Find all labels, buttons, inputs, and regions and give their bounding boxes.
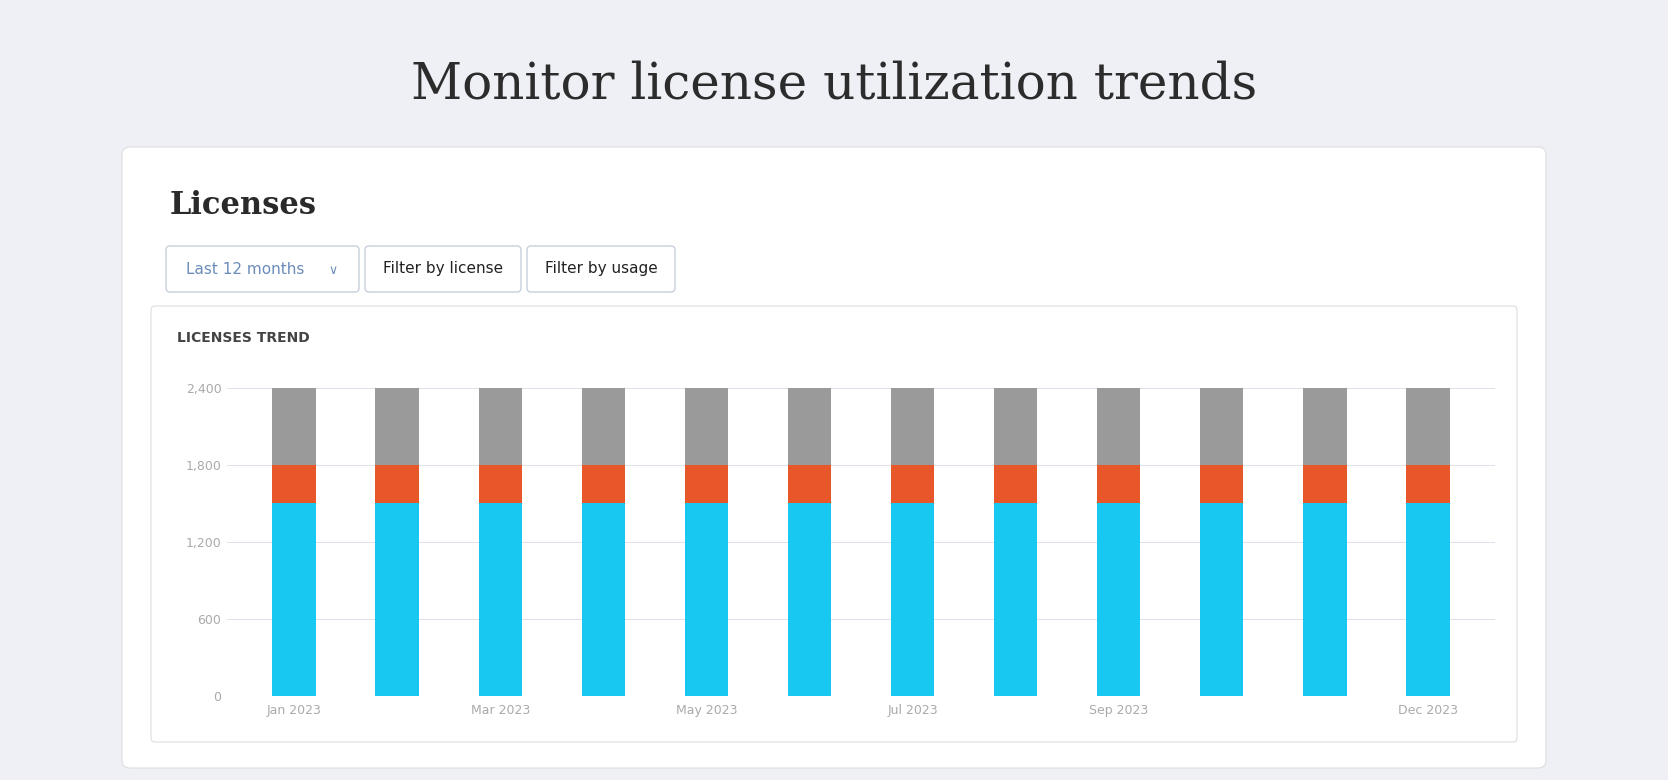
Bar [686, 388, 727, 465]
Bar [1098, 388, 1141, 465]
FancyBboxPatch shape [152, 306, 1516, 742]
Text: Last 12 months: Last 12 months [185, 261, 304, 276]
Bar [272, 503, 315, 696]
Bar [1201, 465, 1243, 503]
Bar [1201, 503, 1243, 696]
Bar [787, 388, 831, 465]
Bar [994, 503, 1037, 696]
Bar [1303, 465, 1346, 503]
Bar [582, 503, 626, 696]
Bar [272, 465, 315, 503]
Bar [787, 465, 831, 503]
Bar [891, 503, 934, 696]
Bar [1098, 503, 1141, 696]
Text: Filter by license: Filter by license [384, 261, 504, 276]
FancyBboxPatch shape [122, 147, 1546, 768]
Text: Monitor license utilization trends: Monitor license utilization trends [410, 60, 1258, 110]
Bar [686, 465, 727, 503]
Bar [1098, 465, 1141, 503]
FancyBboxPatch shape [527, 246, 676, 292]
Bar [479, 465, 522, 503]
Bar [375, 388, 419, 465]
Bar [479, 388, 522, 465]
Bar [994, 465, 1037, 503]
FancyBboxPatch shape [167, 246, 359, 292]
Text: Filter by usage: Filter by usage [545, 261, 657, 276]
Bar [1303, 388, 1346, 465]
Bar [1406, 388, 1449, 465]
Bar [1303, 503, 1346, 696]
Bar [787, 503, 831, 696]
FancyBboxPatch shape [365, 246, 520, 292]
Bar [375, 503, 419, 696]
Bar [582, 388, 626, 465]
Bar [686, 503, 727, 696]
Text: LICENSES TREND: LICENSES TREND [177, 331, 310, 345]
Text: Licenses: Licenses [170, 190, 317, 221]
Bar [582, 465, 626, 503]
Bar [375, 465, 419, 503]
Bar [272, 388, 315, 465]
Bar [891, 465, 934, 503]
Text: ∨: ∨ [329, 264, 337, 276]
Bar [1201, 388, 1243, 465]
Bar [994, 388, 1037, 465]
Bar [479, 503, 522, 696]
Bar [1406, 465, 1449, 503]
Bar [1406, 503, 1449, 696]
Bar [891, 388, 934, 465]
